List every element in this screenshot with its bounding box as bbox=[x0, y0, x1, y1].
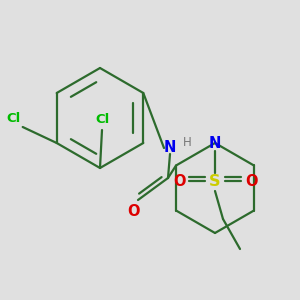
Text: O: O bbox=[127, 204, 139, 219]
Text: O: O bbox=[173, 173, 185, 188]
Text: H: H bbox=[183, 136, 191, 149]
Text: S: S bbox=[209, 173, 221, 188]
Text: N: N bbox=[164, 140, 176, 155]
Text: Cl: Cl bbox=[6, 112, 21, 125]
Text: N: N bbox=[209, 136, 221, 151]
Text: O: O bbox=[245, 173, 257, 188]
Text: Cl: Cl bbox=[95, 113, 109, 126]
